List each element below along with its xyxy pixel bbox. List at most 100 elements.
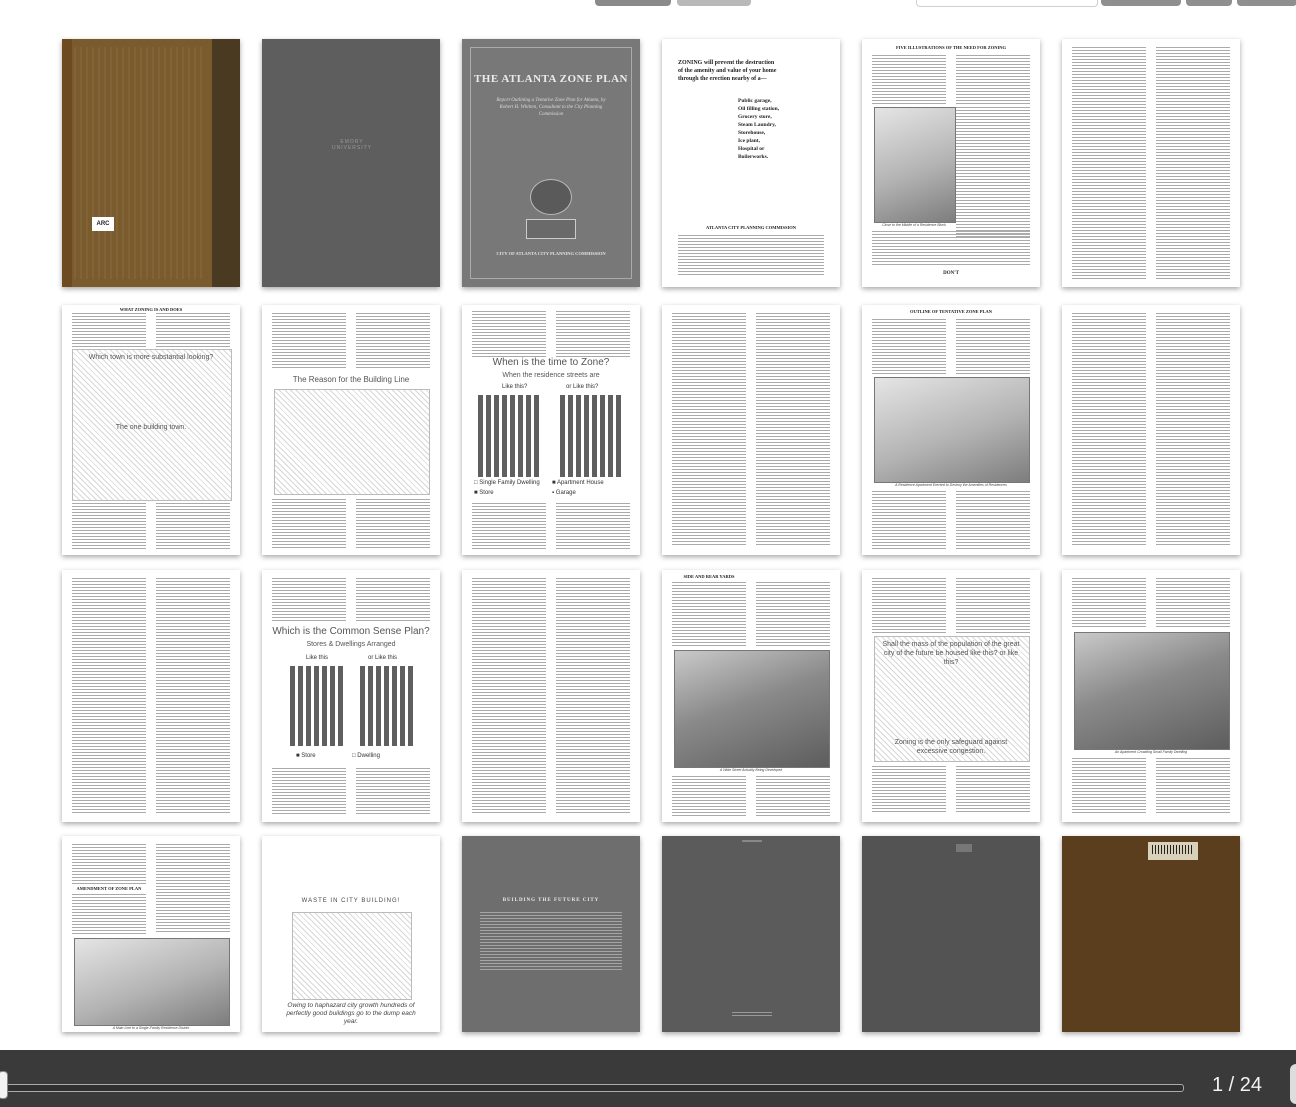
page-thumbnail-16[interactable]: SIDE AND REAR YARDS A Wide Street Actual… xyxy=(662,570,840,822)
text-column xyxy=(755,313,830,547)
text-column xyxy=(72,894,146,934)
photo-caption: A Main Line to a Single-Family Residence… xyxy=(112,1026,190,1030)
text-column xyxy=(472,311,546,357)
building-line-illustration xyxy=(274,389,430,495)
toolbar-button[interactable] xyxy=(677,0,751,6)
page-thumbnail-19[interactable]: AMENDMENT OF ZONE PLAN A Main Line to a … xyxy=(62,836,240,1032)
viewer-footer xyxy=(0,1050,1296,1107)
block-diagram-left xyxy=(290,666,344,746)
cover-texture xyxy=(74,47,204,279)
text-column xyxy=(472,503,546,549)
text-column xyxy=(956,55,1030,105)
toolbar-button[interactable] xyxy=(1101,0,1181,6)
illustration-question: Which is the Common Sense Plan? xyxy=(272,626,430,637)
page-heading: SIDE AND REAR YARDS xyxy=(683,574,735,579)
page-thumbnail-22[interactable] xyxy=(662,836,840,1032)
congestion-illustration xyxy=(874,636,1030,762)
page-thumbnail-1[interactable]: ARC xyxy=(62,39,240,287)
text-column xyxy=(272,768,346,814)
text-column xyxy=(72,844,146,884)
street-photo xyxy=(674,650,830,768)
illustration-question: When is the time to Zone? xyxy=(492,357,610,368)
page-thumbnail-14[interactable]: Which is the Common Sense Plan? Stores &… xyxy=(262,570,440,822)
option-label-left: Like this xyxy=(306,655,329,661)
page-thumbnail-11[interactable]: OUTLINE OF TENTATIVE ZONE PLAN A Residen… xyxy=(862,305,1040,555)
text-column xyxy=(1072,313,1147,547)
illustration-title: The Reason for the Building Line xyxy=(292,375,410,384)
library-tag xyxy=(956,844,972,852)
page-thumbnail-23[interactable] xyxy=(862,836,1040,1032)
text-column xyxy=(956,766,1030,814)
page-thumbnail-12[interactable] xyxy=(1062,305,1240,555)
page-thumbnail-17[interactable]: Shall the mass of the population of the … xyxy=(862,570,1040,822)
text-column xyxy=(155,578,230,814)
text-block xyxy=(872,231,1030,265)
text-column xyxy=(472,578,547,814)
page-heading: WHAT ZONING IS AND DOES xyxy=(119,307,183,312)
text-column xyxy=(272,313,346,369)
legend-label: Apartment House xyxy=(556,480,604,486)
page-thumbnail-21[interactable]: BUILDING THE FUTURE CITY xyxy=(462,836,640,1032)
option-label-left: Like this? xyxy=(502,384,528,390)
text-column xyxy=(672,776,746,816)
list-item: Boilerworks. xyxy=(738,154,769,160)
text-column xyxy=(1155,313,1230,547)
page-scrubber-track[interactable] xyxy=(6,1084,1184,1092)
street-photo xyxy=(874,107,956,223)
street-diagram-left xyxy=(478,395,542,477)
page-thumbnail-10[interactable] xyxy=(662,305,840,555)
page-thumbnail-13[interactable] xyxy=(62,570,240,822)
page-thumbnail-7[interactable]: Which town is more substantial looking? … xyxy=(62,305,240,555)
text-column xyxy=(956,319,1030,375)
town-illustration xyxy=(72,349,232,501)
list-item: Public garage, xyxy=(738,98,772,104)
illustration-question: Which town is more substantial looking? xyxy=(88,354,214,361)
text-column xyxy=(956,578,1030,634)
page-thumbnail-3[interactable]: THE ATLANTA ZONE PLAN Report Outlining a… xyxy=(462,39,640,287)
text-column xyxy=(555,578,630,814)
text-column xyxy=(872,766,946,814)
page-thumbnail-15[interactable] xyxy=(462,570,640,822)
cover-frame xyxy=(470,47,632,279)
text-column xyxy=(356,578,430,622)
search-box[interactable] xyxy=(916,0,1098,7)
page-intro: ZONING will prevent the destruction of t… xyxy=(678,60,777,82)
next-page-button[interactable] xyxy=(1290,1064,1296,1104)
page-thumbnail-8[interactable]: The Reason for the Building Line xyxy=(262,305,440,555)
text-column xyxy=(1156,758,1230,814)
illustration-caption: Owing to haphazard city growth hundreds … xyxy=(286,1002,416,1025)
text-column xyxy=(872,578,946,634)
page-thumbnail-2[interactable]: EMORY UNIVERSITY xyxy=(262,39,440,287)
text-column xyxy=(72,503,146,549)
text-block xyxy=(480,912,622,970)
text-column xyxy=(1072,47,1147,279)
text-column xyxy=(756,582,830,646)
page-scrubber-handle[interactable] xyxy=(0,1071,8,1099)
page-thumbnail-18[interactable]: An Apartment Crowding Small Family Dwell… xyxy=(1062,570,1240,822)
text-column xyxy=(672,313,747,547)
page-thumbnail-9[interactable]: When is the time to Zone? When the resid… xyxy=(462,305,640,555)
page-thumbnail-24[interactable] xyxy=(1062,836,1240,1032)
text-column xyxy=(756,776,830,816)
page-thumbnail-6[interactable] xyxy=(1062,39,1240,287)
legend-label: Single Family Dwelling xyxy=(479,480,540,486)
photo-caption: Close to the Middle of a Residence Block xyxy=(882,223,946,227)
page-thumbnail-4[interactable]: ZONING will prevent the destruction of t… xyxy=(662,39,840,287)
legend-single-family: □ Single Family Dwelling xyxy=(474,480,540,486)
toolbar-button[interactable] xyxy=(1186,0,1232,6)
street-photo xyxy=(74,938,230,1026)
nuisance-list: Public garage, Oil filling station, Groc… xyxy=(738,97,808,161)
cover-footer: CITY OF ATLANTA CITY PLANNING COMMISSION xyxy=(496,251,606,256)
text-column xyxy=(356,313,430,369)
cover-title: THE ATLANTA ZONE PLAN xyxy=(473,73,629,85)
toolbar-button[interactable] xyxy=(1237,0,1296,6)
page-thumbnail-20[interactable]: WASTE IN CITY BUILDING! Owing to haphaza… xyxy=(262,836,440,1032)
text-column xyxy=(72,578,147,814)
text-column xyxy=(272,578,346,622)
legend-apartment: ■ Apartment House xyxy=(552,480,604,486)
page-thumbnail-5[interactable]: FIVE ILLUSTRATIONS OF THE NEED FOR ZONIN… xyxy=(862,39,1040,287)
toolbar-button[interactable] xyxy=(595,0,671,6)
cover-subtitle: Report Outlining a Tentative Zone Plan f… xyxy=(496,98,606,117)
legend-label: Dwelling xyxy=(357,753,380,759)
illustration-subtitle: Stores & Dwellings Arranged xyxy=(306,641,396,648)
